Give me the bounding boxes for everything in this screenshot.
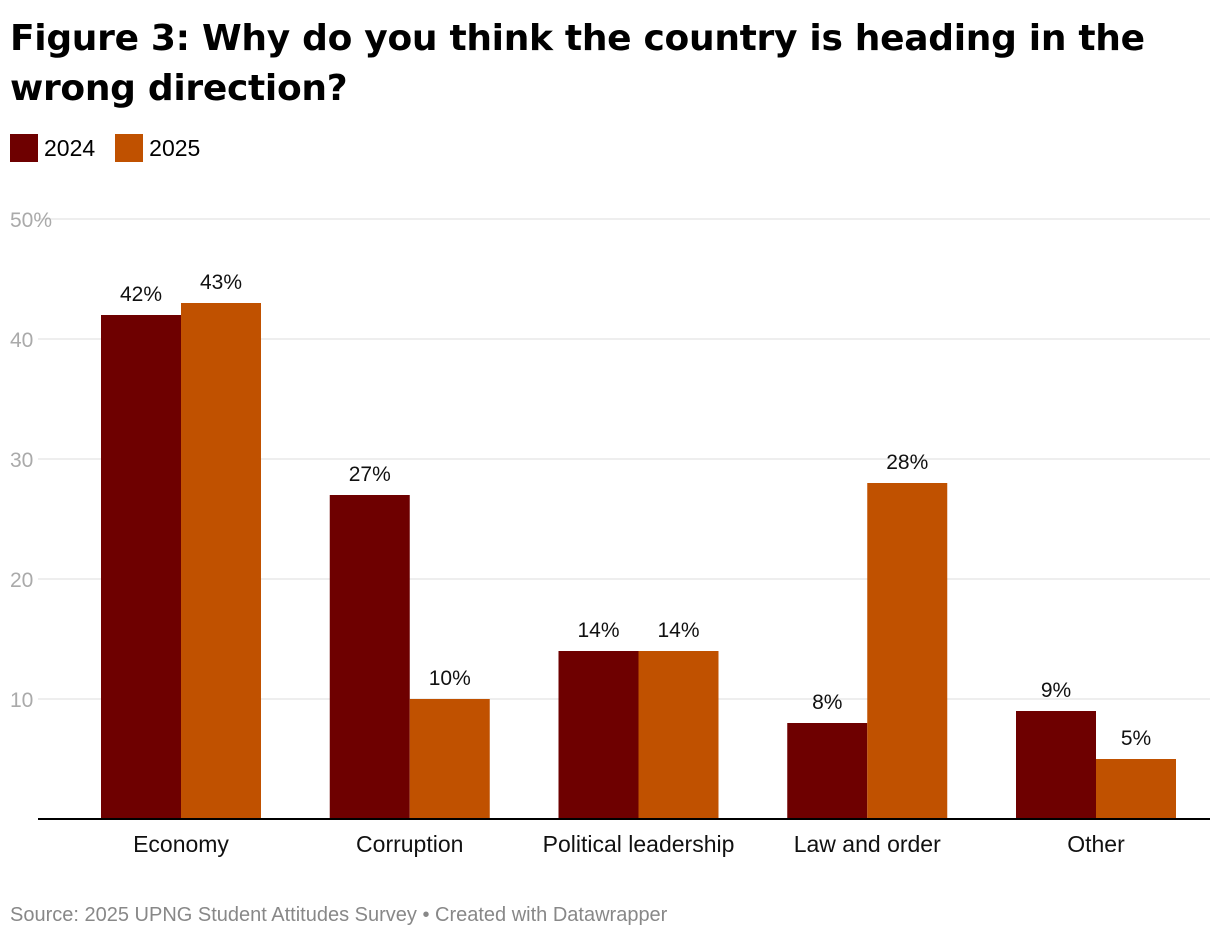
- y-tick-label-10: 10: [10, 689, 33, 712]
- bar-2024-corruption: [329, 495, 410, 819]
- bar-2025-law-and-order: [867, 483, 948, 819]
- data-label-2024-other: 9%: [1041, 679, 1071, 702]
- x-tick-label-political-leadership: Political leadership: [543, 831, 735, 857]
- bar-2024-economy: [101, 315, 181, 819]
- data-label-2024-corruption: 27%: [349, 463, 391, 486]
- x-tick-label-law-and-order: Law and order: [794, 831, 941, 857]
- x-tick-label-economy: Economy: [133, 831, 229, 857]
- bar-chart: 10 20 30 40 50% 42% 43% Economy 27% 10% Corruption…: [10, 209, 1210, 857]
- bar-2025-corruption: [409, 699, 490, 819]
- legend-swatch-2024: [10, 134, 38, 162]
- x-tick-label-corruption: Corruption: [356, 831, 463, 857]
- data-label-2025-other: 5%: [1121, 727, 1151, 750]
- legend-label-2024: 2024: [44, 134, 96, 161]
- legend-label-2025: 2025: [149, 134, 201, 161]
- data-label-2025-corruption: 10%: [429, 667, 471, 690]
- data-label-2024-political-leadership: 14%: [577, 619, 619, 642]
- bar-2024-law-and-order: [787, 723, 868, 819]
- x-tick-label-other: Other: [1067, 831, 1125, 857]
- data-label-2024-economy: 42%: [120, 283, 162, 306]
- bar-2024-other: [1016, 711, 1096, 819]
- legend-item-2024: 2024: [10, 134, 95, 162]
- data-label-2025-political-leadership: 14%: [657, 619, 699, 642]
- legend-item-2025: 2025: [115, 134, 200, 162]
- y-tick-label-20: 20: [10, 569, 33, 592]
- y-tick-label-50: 50%: [10, 209, 52, 232]
- bar-2025-other: [1096, 759, 1176, 819]
- y-tick-label-40: 40: [10, 329, 33, 352]
- bar-2025-economy: [181, 303, 261, 819]
- legend-swatch-2025: [115, 134, 144, 162]
- bar-2025-political-leadership: [638, 651, 719, 819]
- data-label-2024-law-and-order: 8%: [812, 691, 842, 714]
- data-label-2025-economy: 43%: [200, 271, 242, 294]
- chart-title: Figure 3: Why do you think the country i…: [10, 18, 1145, 109]
- y-tick-label-30: 30: [10, 449, 33, 472]
- bar-2024-political-leadership: [558, 651, 639, 819]
- legend: 2024 2025: [10, 134, 220, 162]
- source-footer: Source: 2025 UPNG Student Attitudes Surv…: [10, 904, 668, 926]
- data-label-2025-law-and-order: 28%: [886, 451, 928, 474]
